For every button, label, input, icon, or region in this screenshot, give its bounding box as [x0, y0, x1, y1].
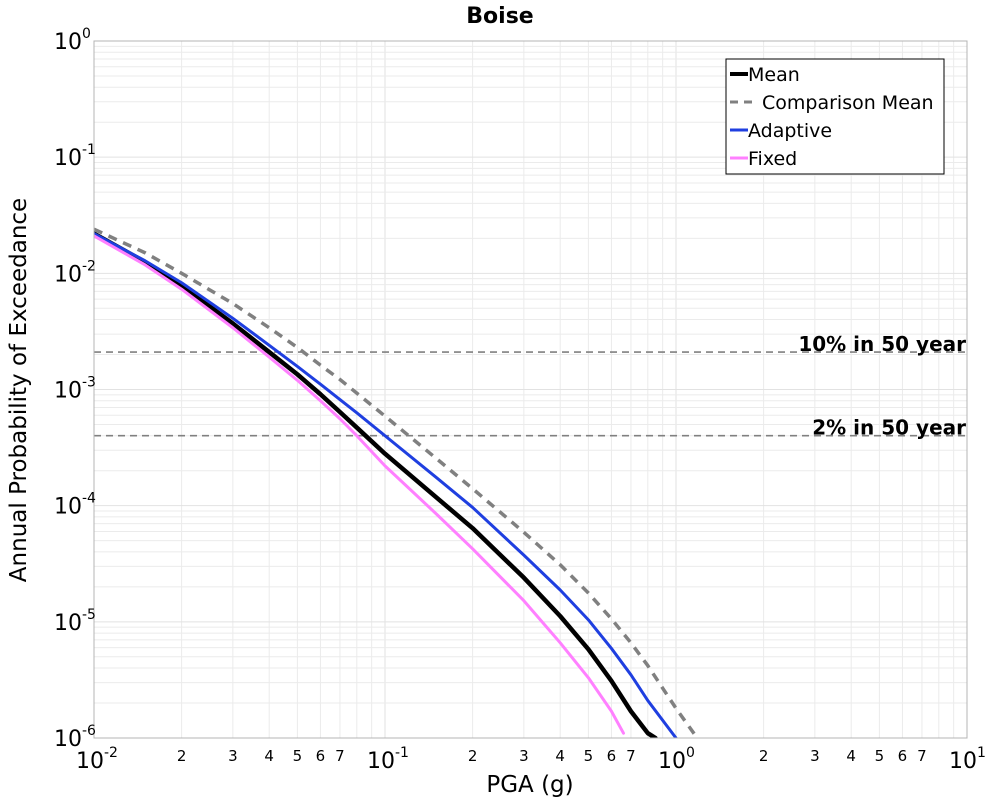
x-minor-tick-label: 3: [810, 747, 820, 765]
legend-label: Comparison Mean: [762, 92, 934, 114]
y-tick-label: 10-3: [54, 375, 96, 404]
y-axis-title: Annual Probability of Exceedance: [6, 198, 32, 582]
x-tick-label: 10-1: [367, 745, 409, 774]
y-tick-label: 10-4: [54, 491, 96, 520]
x-tick-label: 10-2: [76, 745, 118, 774]
x-minor-tick-label: 3: [228, 747, 238, 765]
y-tick-label: 10-6: [54, 723, 96, 752]
legend-label: Fixed: [748, 148, 797, 170]
reference-line-label: 10% in 50 year: [798, 332, 966, 356]
x-tick-label: 100: [658, 745, 695, 774]
x-tick-label: 101: [949, 745, 986, 774]
x-axis-title: PGA (g): [486, 772, 573, 798]
x-minor-tick-label: 3: [519, 747, 529, 765]
x-minor-tick-label: 4: [264, 747, 274, 765]
y-tick-label: 100: [54, 26, 91, 55]
series-lines: [94, 227, 700, 738]
reference-lines: 10% in 50 year 2% in 50 year: [94, 332, 967, 440]
chart-title: Boise: [466, 4, 533, 29]
series-line-mean: [94, 231, 658, 738]
x-minor-tick-label: 7: [335, 747, 345, 765]
x-minor-tick-label: 5: [293, 747, 303, 765]
y-tick-label: 10-2: [54, 258, 96, 287]
x-minor-tick-label: 6: [898, 747, 908, 765]
legend-label: Adaptive: [748, 120, 832, 142]
tick-labels: 10-2 10-1 100 101 100 10-1 10-2 10-3 10-4 10-5 10-…: [54, 26, 986, 774]
x-minor-tick-label: 4: [846, 747, 856, 765]
x-minor-tick-label: 2: [177, 747, 187, 765]
plot-frame: [93, 40, 968, 739]
x-minor-tick-label: 2: [759, 747, 769, 765]
legend: Mean Comparison Mean Adaptive Fixed: [725, 58, 945, 175]
series-line-adaptive: [94, 232, 678, 738]
legend-box: [725, 58, 945, 175]
x-minor-tick-label: 2: [468, 747, 478, 765]
series-line-fixed: [94, 234, 625, 735]
x-minor-tick-label: 6: [607, 747, 617, 765]
x-minor-tick-label: 7: [626, 747, 636, 765]
x-minor-tick-label: 4: [555, 747, 565, 765]
x-minor-tick-label: 5: [584, 747, 594, 765]
reference-line-label: 2% in 50 year: [812, 416, 966, 440]
x-minor-tick-label: 6: [316, 747, 326, 765]
series-line-comparison-mean: [94, 227, 700, 738]
legend-label: Mean: [748, 64, 800, 86]
y-tick-label: 10-5: [54, 607, 96, 636]
x-minor-tick-label: 5: [875, 747, 885, 765]
y-tick-label: 10-1: [54, 142, 96, 171]
x-minor-tick-label: 7: [917, 747, 927, 765]
